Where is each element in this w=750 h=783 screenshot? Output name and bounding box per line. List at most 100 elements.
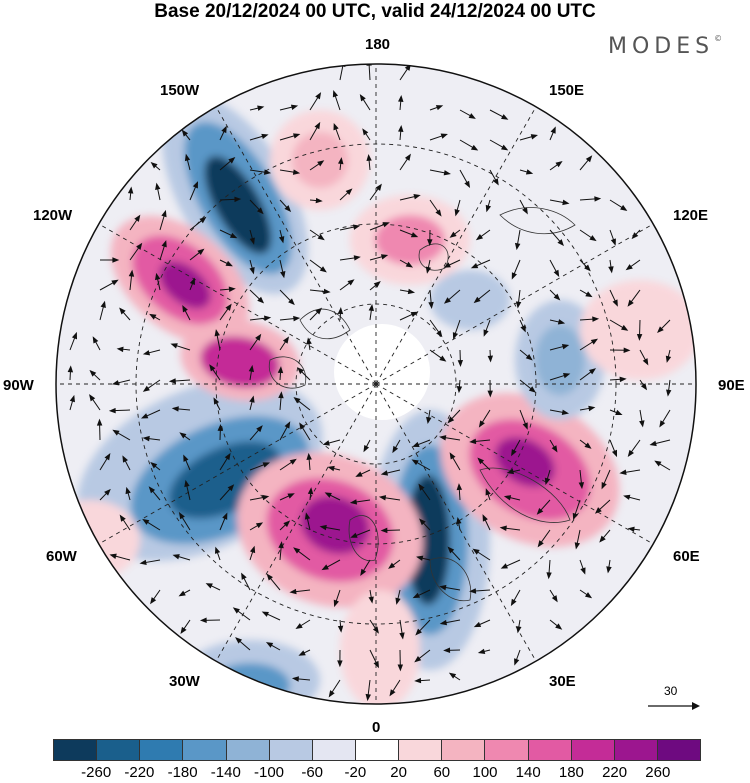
- wind-arrow-head: [337, 660, 343, 668]
- wind-arrow: [661, 409, 671, 425]
- wind-arrow-head: [140, 413, 149, 419]
- wind-arrow: [429, 349, 444, 360]
- colorbar: [53, 739, 701, 761]
- wind-arrow: [339, 257, 357, 261]
- wind-arrow-head: [71, 331, 78, 340]
- wind-arrow-head: [278, 541, 284, 549]
- wind-arrow: [99, 456, 109, 471]
- wind-arrow-head: [199, 617, 207, 624]
- wind-arrow: [399, 229, 415, 237]
- wind-arrow-head: [104, 488, 111, 496]
- wind-arrow-head: [150, 161, 158, 169]
- wind-arrow-head: [608, 266, 614, 274]
- wind-arrow-head: [229, 232, 238, 239]
- wind-arrow-head: [289, 588, 297, 595]
- wind-arrow: [265, 612, 281, 621]
- wind-arrow-head: [228, 157, 236, 164]
- wind-arrow-head: [333, 599, 339, 608]
- wind-arrow-head: [142, 518, 150, 525]
- wind-arrow-head: [287, 493, 295, 499]
- wind-arrow: [399, 157, 409, 171]
- wind-arrow-head: [155, 182, 161, 190]
- wind-arrow-head: [306, 337, 312, 345]
- wind-arrow-head: [412, 592, 421, 599]
- wind-arrow-head: [324, 492, 332, 498]
- wind-arrow-head: [366, 64, 372, 66]
- wind-arrow-head: [119, 514, 126, 522]
- wind-arrow-head: [470, 263, 479, 269]
- wind-arrow-head: [221, 125, 227, 134]
- wind-arrow-head: [199, 216, 207, 224]
- wind-arrow-head: [562, 199, 570, 206]
- colorbar-tick-label: -180: [167, 764, 198, 781]
- wind-arrow-head: [550, 126, 556, 134]
- wind-arrow-head: [366, 153, 372, 161]
- wind-arrow-head: [522, 422, 528, 430]
- wind-arrow-head: [388, 562, 396, 569]
- colorbar-tick-label: -260: [81, 764, 112, 781]
- colorbar-swatch: [657, 740, 701, 760]
- wind-arrow-head: [365, 693, 371, 702]
- wind-arrow-head: [139, 559, 147, 566]
- wind-arrow-head: [278, 236, 285, 244]
- map-title: Base 20/12/2024 00 UTC, valid 24/12/2024…: [154, 1, 596, 22]
- wind-arrow-head: [536, 507, 544, 515]
- wind-arrow: [369, 223, 386, 231]
- wind-arrow-head: [353, 255, 361, 261]
- wind-arrow: [446, 289, 461, 302]
- wind-arrow-head: [119, 307, 126, 315]
- wind-arrow-head: [574, 542, 581, 550]
- wind-arrow: [238, 639, 251, 651]
- wind-arrow-head: [92, 336, 99, 344]
- wind-arrow-head: [122, 455, 128, 463]
- wind-arrow: [597, 499, 611, 512]
- wind-arrow-head: [469, 588, 477, 594]
- wind-arrow-head: [362, 128, 369, 136]
- wind-arrow: [219, 198, 237, 201]
- wind-arrow: [113, 409, 131, 412]
- wind-arrow-head: [257, 105, 265, 111]
- wind-arrow-head: [265, 642, 274, 648]
- wind-arrow: [99, 304, 105, 321]
- wind-arrow-head: [350, 532, 358, 538]
- wind-arrow-head: [360, 568, 367, 577]
- wind-arrow-head: [528, 386, 536, 393]
- wind-arrow: [383, 496, 401, 501]
- wind-arrow-head: [178, 590, 186, 597]
- wind-arrow-head: [443, 170, 451, 176]
- wind-arrow: [489, 139, 505, 149]
- colorbar-tick-label: 100: [472, 764, 498, 781]
- wind-arrow-head: [415, 628, 422, 636]
- wind-arrow-head: [322, 440, 330, 446]
- wind-arrow-head: [499, 525, 507, 531]
- wind-arrow: [420, 486, 431, 501]
- wind-arrow: [219, 159, 233, 171]
- wind-arrow-head: [248, 364, 255, 373]
- wind-arrow-head: [553, 269, 560, 278]
- lon-label-30w: 30W: [169, 673, 200, 690]
- wind-arrow-head: [225, 260, 233, 267]
- wind-arrow: [219, 456, 229, 471]
- wind-arrow-head: [148, 486, 156, 494]
- wind-arrow-head: [234, 196, 242, 203]
- wind-arrow-head: [213, 397, 220, 405]
- wind-arrow-head: [590, 338, 599, 345]
- wind-arrow-head: [449, 231, 457, 238]
- wind-arrow-head: [359, 94, 366, 102]
- wind-arrow-head: [282, 336, 290, 344]
- colorbar-swatch: [485, 740, 529, 760]
- wind-arrow-head: [411, 459, 419, 466]
- anomaly-contour: [56, 500, 140, 580]
- wind-arrow-head: [572, 512, 578, 521]
- wind-arrow-head: [416, 555, 424, 561]
- anomaly-contour: [159, 261, 211, 309]
- lon-label-120w: 120W: [33, 207, 73, 224]
- wind-arrow-head: [255, 522, 264, 529]
- wind-arrow: [429, 169, 447, 174]
- wind-arrow-head: [69, 394, 75, 403]
- wind-arrow-head: [443, 647, 451, 654]
- wind-arrow: [309, 125, 319, 141]
- wind-arrow-head: [473, 296, 481, 304]
- wind-arrow-head: [277, 366, 284, 374]
- wind-arrow: [268, 576, 281, 591]
